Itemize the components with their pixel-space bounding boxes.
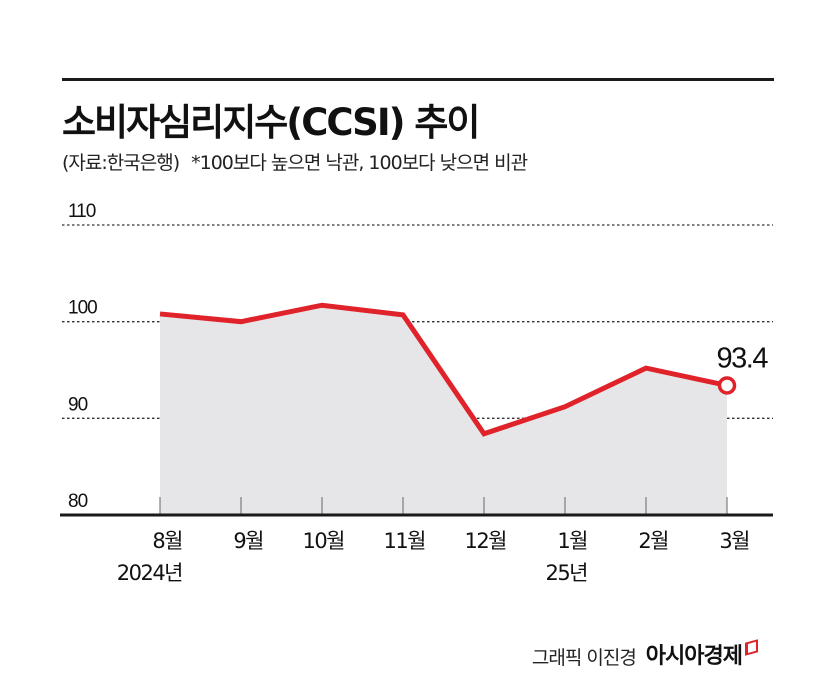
y-axis-labels: 80 90 100 110 <box>68 201 98 512</box>
chart-subtitle: (자료:한국은행) *100보다 높으면 낙관, 100보다 낮으면 비관 <box>62 148 528 175</box>
x-tick-label: 1월 <box>557 529 587 553</box>
x-tick-label: 10월 <box>302 529 344 553</box>
chart-title: 소비자심리지수(CCSI) 추이 <box>62 101 480 144</box>
area-fill <box>160 305 727 515</box>
y-tick-100: 100 <box>68 298 97 319</box>
graphic-author: 그래픽 이진경 <box>531 647 637 669</box>
x-tick-label: 11월 <box>383 529 425 553</box>
x-tick-label: 8월 <box>152 529 182 553</box>
source-label: (자료:한국은행) <box>62 152 180 174</box>
x-axis-labels: 8월 9월 10월 11월 12월 1월 2월 3월 2024년 25년 <box>117 529 751 585</box>
x-tick-label: 2월 <box>638 529 668 553</box>
y-tick-90: 90 <box>68 394 88 415</box>
latest-point-marker <box>717 376 737 395</box>
interpretation-note: *100보다 높으면 낙관, 100보다 낮으면 비관 <box>191 152 528 174</box>
top-rule <box>62 78 774 81</box>
y-tick-80: 80 <box>68 491 88 512</box>
brand-logo: 아시아경제 <box>645 644 743 669</box>
x-tick-label: 9월 <box>233 529 263 553</box>
year-label: 2024년 <box>117 561 182 585</box>
credit: 그래픽 이진경 아시아경제 <box>532 638 758 670</box>
latest-value-label: 93.4 <box>717 342 769 374</box>
brand-mark-icon <box>745 639 758 656</box>
x-tick-label: 12월 <box>464 529 506 553</box>
y-tick-110: 110 <box>68 201 96 222</box>
x-tick-label: 3월 <box>719 529 749 553</box>
ccsi-line <box>159 302 728 437</box>
year-label: 25년 <box>545 561 587 585</box>
x-tick-marks <box>159 497 728 515</box>
